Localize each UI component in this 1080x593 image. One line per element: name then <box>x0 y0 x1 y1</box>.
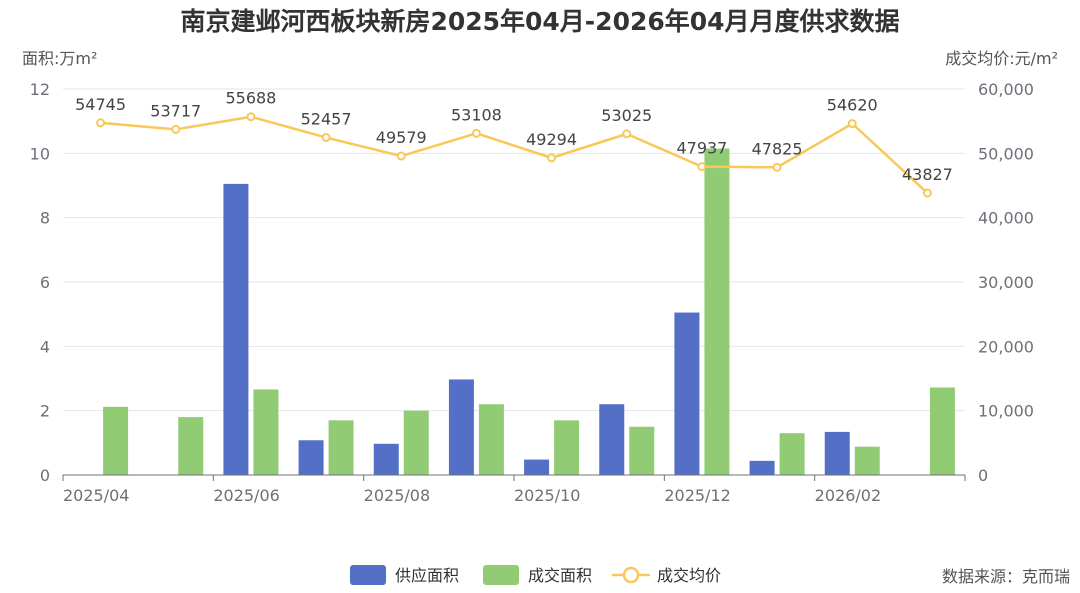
legend-label-1: 成交面积 <box>528 566 592 585</box>
price-point-2025/08 <box>396 151 406 161</box>
price-label-2025/10: 49294 <box>526 130 577 149</box>
deal-bar-2025/09 <box>478 404 504 475</box>
legend-swatch-0 <box>350 565 386 585</box>
right-tick-label: 0 <box>978 466 988 485</box>
supply-bar-2026/01 <box>749 460 775 475</box>
right-tick-label: 40,000 <box>978 209 1034 228</box>
price-label-2026/01: 47825 <box>752 139 803 158</box>
supply-bar-2026/02 <box>824 431 850 475</box>
price-label-2025/05: 53717 <box>150 101 201 120</box>
x-tick-label: 2025/10 <box>514 486 580 505</box>
price-label-2025/12: 47937 <box>676 139 727 158</box>
price-point-2026/01 <box>772 162 782 172</box>
chart-title: 南京建邺河西板块新房2025年04月-2026年04月月度供求数据 <box>180 7 899 36</box>
price-point-2025/04 <box>96 118 106 128</box>
x-tick-label: 2025/12 <box>664 486 730 505</box>
deal-bar-2025/04 <box>103 406 129 475</box>
price-point-2025/11 <box>622 129 632 139</box>
legend-swatch-1 <box>483 565 519 585</box>
right-tick-label: 60,000 <box>978 80 1034 99</box>
right-tick-label: 10,000 <box>978 402 1034 421</box>
price-label-2025/04: 54745 <box>75 95 126 114</box>
supply-bar-2025/07 <box>298 440 324 475</box>
left-tick-label: 0 <box>40 466 50 485</box>
x-tick-label: 2026/02 <box>815 486 881 505</box>
price-label-2026/02: 54620 <box>827 96 878 115</box>
price-point-2025/06 <box>246 112 256 122</box>
deal-bar-2025/05 <box>178 417 204 475</box>
price-line <box>100 115 929 194</box>
grid-lines <box>63 88 965 412</box>
left-tick-label: 12 <box>30 80 50 99</box>
supply-bar-2025/10 <box>524 459 550 475</box>
supply-bar-2025/09 <box>448 379 474 475</box>
deal-bar-2025/06 <box>253 389 279 475</box>
price-label-2025/11: 53025 <box>601 106 652 125</box>
right-tick-label: 20,000 <box>978 337 1034 356</box>
deal-bar-2026/02 <box>854 446 880 475</box>
legend: 供应面积 成交面积 成交均价 <box>350 565 721 585</box>
supply-bar-2025/11 <box>599 404 625 475</box>
price-point-2025/12 <box>697 162 707 172</box>
right-tick-label: 30,000 <box>978 273 1034 292</box>
price-point-2025/05 <box>171 124 181 134</box>
left-tick-label: 8 <box>40 209 50 228</box>
price-label-2025/09: 53108 <box>451 105 502 124</box>
x-tick-label: 2025/06 <box>213 486 279 505</box>
right-tick-label: 50,000 <box>978 144 1034 163</box>
left-tick-label: 2 <box>40 402 50 421</box>
supply-bar-2025/12 <box>674 312 700 475</box>
legend-label-2: 成交均价 <box>657 566 721 585</box>
deal-bar-2025/08 <box>403 410 429 475</box>
right-axis-ticks: 0 10,000 20,000 30,000 40,000 50,000 60,000 <box>978 80 1034 485</box>
x-tick-label: 2025/04 <box>63 486 129 505</box>
deal-bar-2025/11 <box>629 426 655 475</box>
price-label-2026/03: 43827 <box>902 165 953 184</box>
price-point-2025/09 <box>471 128 481 138</box>
x-axis: 2025/04 2025/06 2025/08 2025/10 2025/12 2026/… <box>62 474 966 505</box>
line-series: 54745 53717 55688 52457 49579 53108 49294 53025… <box>75 89 953 198</box>
deal-bar-2025/10 <box>554 420 580 475</box>
legend-label-0: 供应面积 <box>395 566 459 585</box>
price-point-2026/02 <box>847 119 857 129</box>
x-tick-label: 2025/08 <box>364 486 430 505</box>
supply-bar-2025/06 <box>223 183 249 475</box>
price-point-2025/07 <box>321 133 331 143</box>
deal-bar-2026/03 <box>929 387 955 475</box>
deal-bar-2026/01 <box>779 433 805 475</box>
deal-bar-2025/12 <box>704 148 730 475</box>
price-label-2025/06: 55688 <box>225 89 276 108</box>
price-point-2025/10 <box>547 153 557 163</box>
bar-series <box>103 148 955 475</box>
left-tick-label: 4 <box>40 337 50 356</box>
supply-bar-2025/08 <box>373 443 399 475</box>
price-label-2025/07: 52457 <box>301 110 352 129</box>
right-axis-name: 成交均价:元/m² <box>945 49 1058 68</box>
legend-swatch-marker <box>622 566 640 584</box>
left-axis-ticks: 0 2 4 6 8 10 12 <box>30 80 50 485</box>
left-tick-label: 10 <box>30 144 50 163</box>
price-point-2026/03 <box>922 188 932 198</box>
deal-bar-2025/07 <box>328 420 354 475</box>
left-tick-label: 6 <box>40 273 50 292</box>
price-label-2025/08: 49579 <box>376 128 427 147</box>
left-axis-name: 面积:万m² <box>22 49 97 68</box>
data-source-label: 数据来源：克而瑞 <box>942 567 1070 586</box>
